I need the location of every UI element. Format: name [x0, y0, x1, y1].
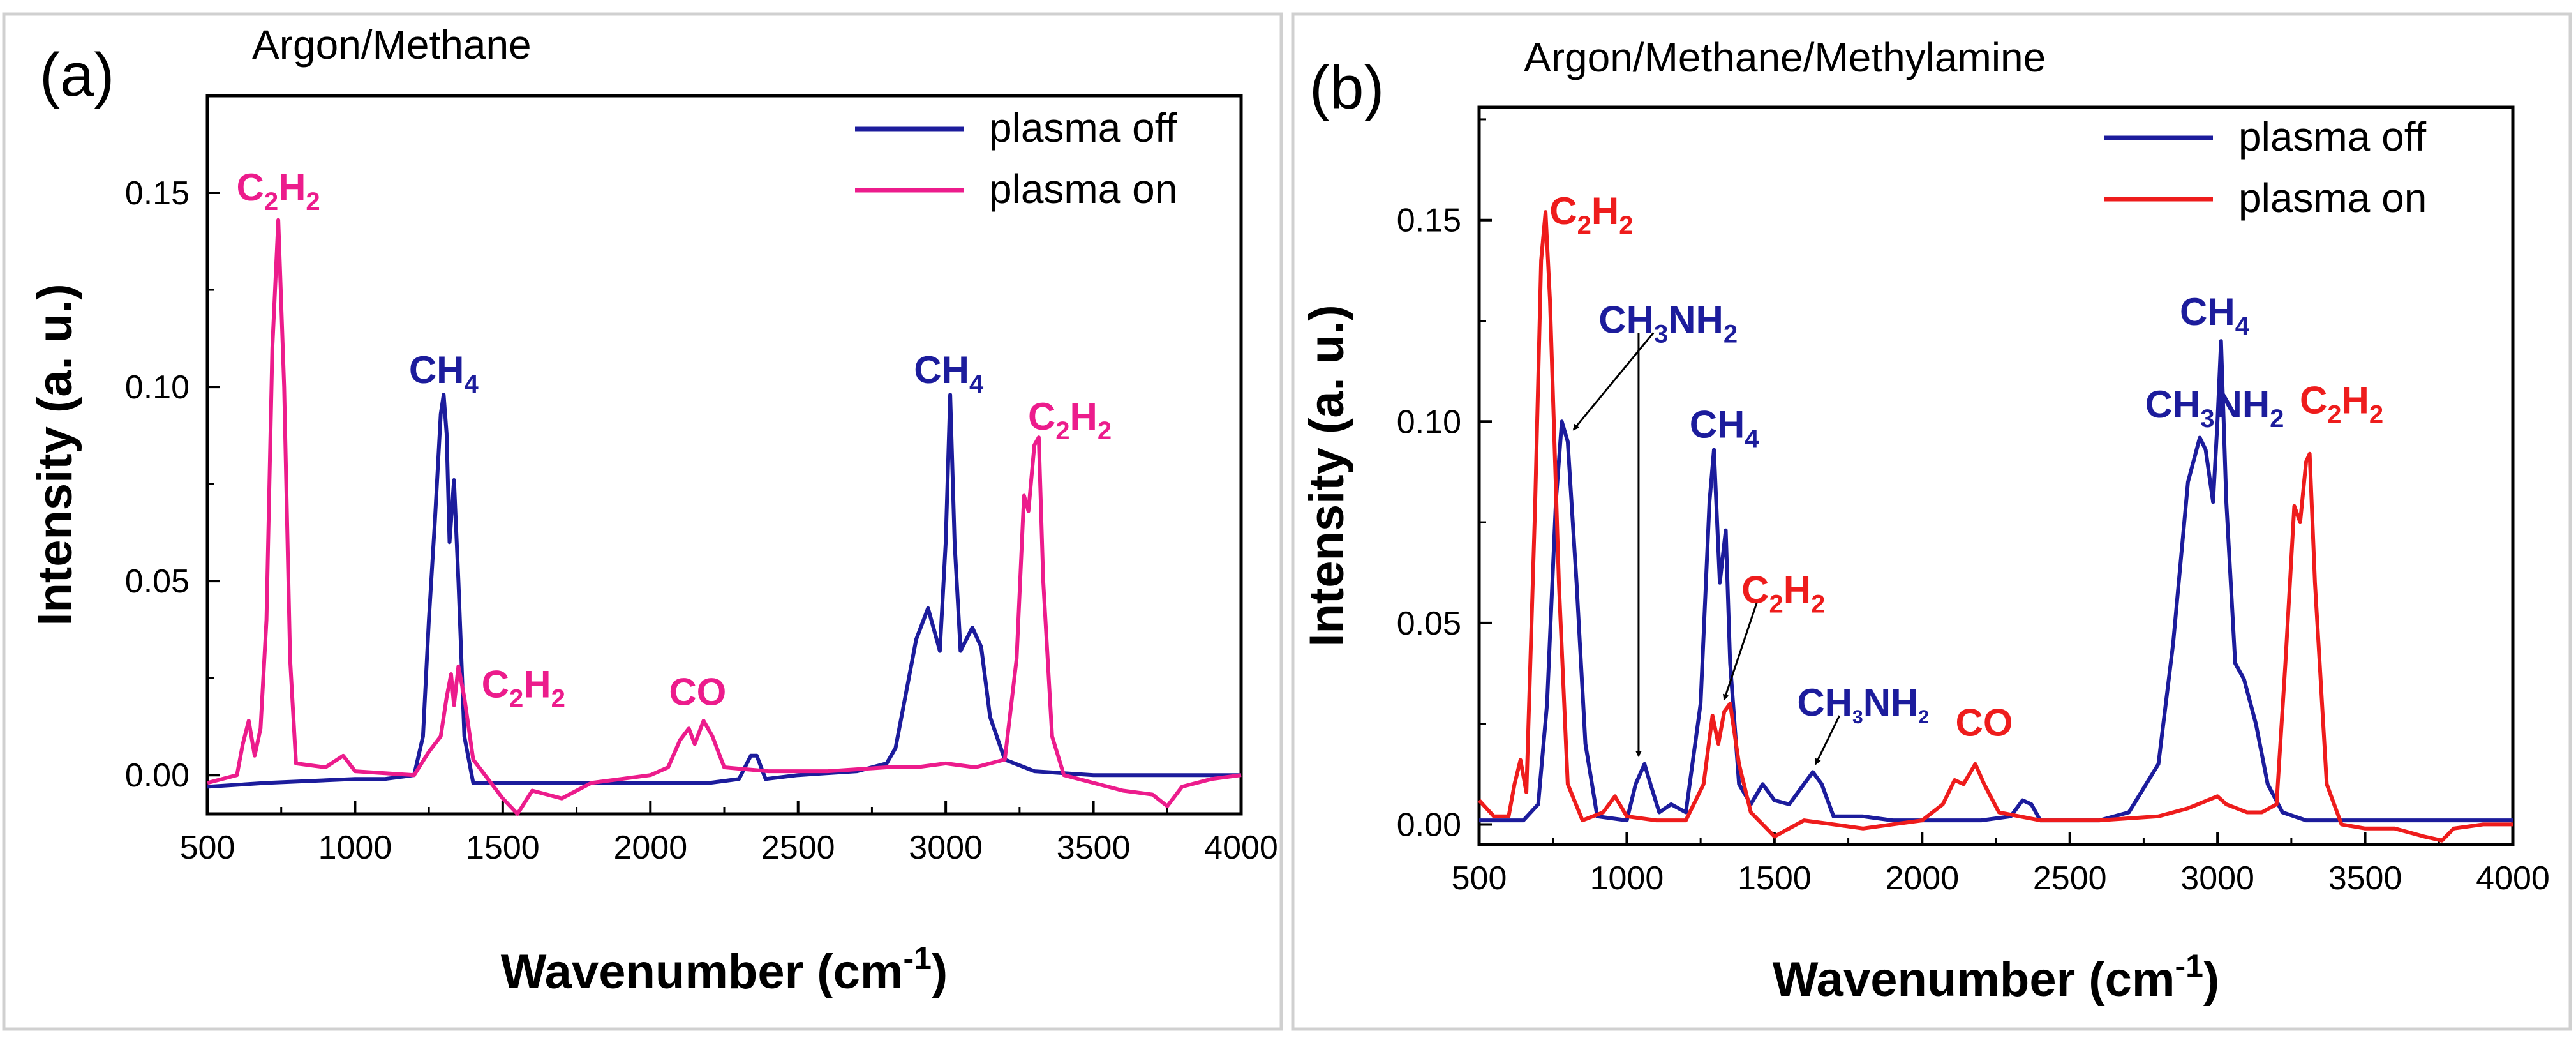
peak-annotation: CO: [1955, 702, 2013, 744]
peak-annotation: CH3NH2: [2145, 383, 2284, 433]
x-tick-label: 500: [1452, 860, 1507, 897]
annotation-arrow: [1572, 332, 1655, 431]
x-tick-label: 3500: [2328, 860, 2402, 897]
legend-label: plasma on: [2238, 175, 2427, 221]
x-tick-label: 1000: [318, 829, 392, 866]
annotation-arrow: [1815, 715, 1841, 765]
peak-annotation: C2H2: [1028, 395, 1112, 445]
panel-label: (a): [40, 41, 114, 109]
x-tick-label: 1500: [466, 829, 540, 866]
y-tick-label: 0.15: [125, 175, 190, 212]
y-tick-label: 0.05: [1397, 605, 1461, 642]
x-tick-label: 1500: [1738, 860, 1812, 897]
x-tick-label: 2000: [613, 829, 687, 866]
series-line-plasma-off: [1479, 339, 2513, 823]
x-axis-label: Wavenumber (cm-1): [1773, 948, 2219, 1007]
x-tick-label: 500: [180, 829, 235, 866]
peak-annotation: CH3NH2: [1797, 681, 1929, 728]
peak-annotation: CO: [669, 671, 726, 714]
x-tick-label: 4000: [1204, 829, 1278, 866]
peak-annotation: CH4: [409, 349, 479, 398]
legend-label: plasma off: [989, 105, 1177, 151]
y-tick-label: 0.10: [125, 369, 190, 406]
annotation-arrow: [1722, 602, 1758, 701]
x-axis-label: Wavenumber (cm-1): [501, 940, 948, 999]
x-tick-label: 3000: [2180, 860, 2254, 897]
peak-annotation: C2H2: [1741, 568, 1825, 618]
y-tick-label: 0.00: [1397, 806, 1461, 843]
chart-title: Argon/Methane: [252, 22, 532, 68]
peak-annotation: C2H2: [2300, 379, 2383, 429]
panel-a: 500 1000 1500 2000 2500 3000 3500 4000 0.00 0.05 0…: [28, 22, 1278, 999]
y-tick-label: 0.00: [125, 757, 190, 794]
x-tick-label: 3000: [909, 829, 983, 866]
panel-frame-b: [1291, 12, 2572, 1031]
series-line-plasma-on: [207, 218, 1242, 816]
x-tick-label: 4000: [2476, 860, 2550, 897]
chart-title: Argon/Methane/Methylamine: [1524, 34, 2046, 80]
peak-annotation: CH4: [2180, 290, 2250, 340]
panel-b: 500 1000 1500 2000 2500 3000 3500 4000 0.00 0.05 0…: [1300, 34, 2550, 1007]
y-axis-label: Intensity (a. u.): [28, 283, 82, 626]
peak-annotation: CH4: [914, 349, 984, 398]
panel-label: (b): [1309, 54, 1384, 122]
panel-frame-a: [2, 12, 1283, 1031]
peak-annotation: CH3NH2: [1598, 298, 1738, 348]
x-tick-label: 3500: [1057, 829, 1131, 866]
y-tick-label: 0.15: [1397, 202, 1461, 239]
y-axis-label: Intensity (a. u.): [1300, 305, 1354, 647]
x-tick-label: 1000: [1590, 860, 1664, 897]
y-tick-label: 0.10: [1397, 403, 1461, 440]
x-tick-label: 2500: [2033, 860, 2107, 897]
peak-annotation: CH4: [1690, 403, 1760, 453]
legend-label: plasma on: [989, 166, 1177, 212]
peak-annotation: C2H2: [236, 166, 320, 216]
x-tick-label: 2000: [1885, 860, 1959, 897]
y-tick-label: 0.05: [125, 563, 190, 600]
peak-annotation: C2H2: [1549, 190, 1633, 239]
x-tick-label: 2500: [761, 829, 835, 866]
peak-annotation: C2H2: [482, 663, 565, 713]
legend-label: plasma off: [2238, 114, 2426, 160]
series-line-plasma-on: [1477, 210, 2513, 843]
